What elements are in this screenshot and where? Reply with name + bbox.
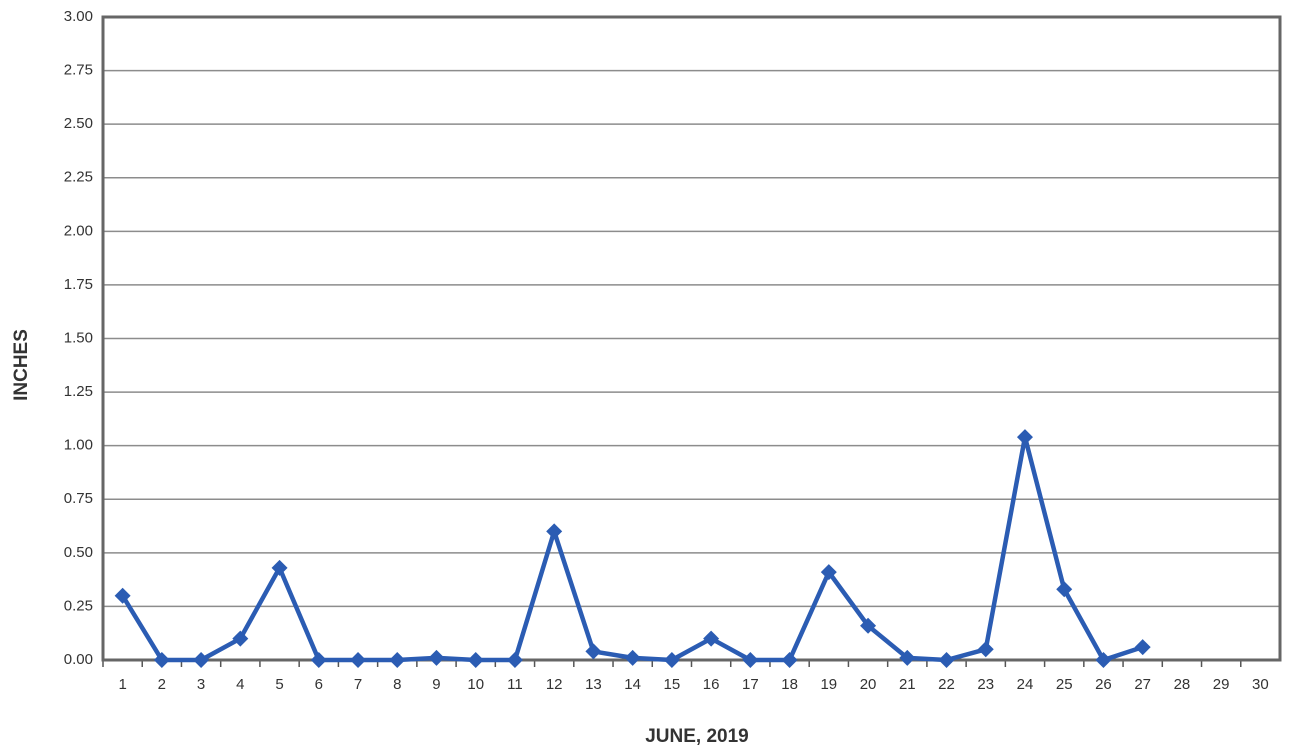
x-tick-label: 25 xyxy=(1056,676,1073,693)
x-tick-label: 23 xyxy=(977,676,994,693)
data-point xyxy=(742,652,759,668)
data-point xyxy=(899,649,916,666)
x-tick-label: 10 xyxy=(467,676,484,693)
x-tick-label: 18 xyxy=(781,676,798,693)
x-tick-label: 3 xyxy=(197,676,205,693)
data-line xyxy=(120,434,1144,663)
x-tick-label: 26 xyxy=(1095,676,1112,693)
data-point xyxy=(860,617,877,634)
data-point xyxy=(938,652,955,668)
data-point xyxy=(114,587,131,604)
x-tick-label: 13 xyxy=(585,676,602,693)
x-tick-label: 19 xyxy=(820,676,837,693)
y-tick-label: 0.75 xyxy=(64,490,93,507)
data-point xyxy=(663,652,680,668)
data-point xyxy=(350,652,367,668)
data-point xyxy=(193,652,210,668)
data-point xyxy=(1134,639,1151,656)
x-tick-label: 1 xyxy=(118,676,126,693)
x-tick-label: 14 xyxy=(624,676,641,693)
x-tick-label: 29 xyxy=(1213,676,1230,693)
data-point xyxy=(546,523,563,540)
y-axis-title: INCHES xyxy=(11,329,32,401)
x-tick-label: 7 xyxy=(354,676,362,693)
data-point xyxy=(585,643,602,660)
y-tick-label: 0.25 xyxy=(64,597,93,614)
plot-border xyxy=(101,15,1282,662)
data-point xyxy=(153,652,170,668)
data-point xyxy=(1095,652,1112,668)
y-tick-label: 1.25 xyxy=(64,383,93,400)
data-point xyxy=(977,641,994,658)
x-tick-label: 22 xyxy=(938,676,955,693)
x-tick-label: 6 xyxy=(315,676,323,693)
data-point xyxy=(506,652,523,668)
data-point xyxy=(624,649,641,666)
y-tick-label: 0.00 xyxy=(64,651,93,668)
x-tick-label: 9 xyxy=(432,676,440,693)
data-point xyxy=(703,630,720,647)
y-tick-label: 3.00 xyxy=(64,8,93,25)
x-tick-label: 15 xyxy=(664,676,681,693)
data-point xyxy=(781,652,798,668)
x-tick-label: 2 xyxy=(158,676,166,693)
data-point xyxy=(467,652,484,668)
x-tick-label: 8 xyxy=(393,676,401,693)
x-tick-label: 28 xyxy=(1174,676,1191,693)
data-point xyxy=(1016,429,1033,446)
y-tick-label: 2.75 xyxy=(64,62,93,79)
y-tick-label: 1.00 xyxy=(64,437,93,454)
data-point xyxy=(389,652,406,668)
x-tick-label: 4 xyxy=(236,676,244,693)
x-tick-label: 30 xyxy=(1252,676,1269,693)
x-tick-label: 17 xyxy=(742,676,759,693)
y-tick-label: 2.50 xyxy=(64,115,93,132)
y-tick-label: 1.75 xyxy=(64,276,93,293)
y-tick-label: 2.00 xyxy=(64,222,93,239)
x-tick-label: 27 xyxy=(1134,676,1151,693)
x-tick-label: 20 xyxy=(860,676,877,693)
data-point xyxy=(310,652,327,668)
x-tick-label: 11 xyxy=(507,676,523,693)
data-point xyxy=(232,630,249,647)
data-point xyxy=(1056,581,1073,598)
x-tick-label: 12 xyxy=(546,676,563,693)
y-tick-label: 1.50 xyxy=(64,329,93,346)
data-point xyxy=(428,649,445,666)
x-tick-label: 21 xyxy=(899,676,916,693)
x-tick-label: 16 xyxy=(703,676,720,693)
y-tick-label: 2.25 xyxy=(64,169,93,186)
y-tick-label: 0.50 xyxy=(64,544,93,561)
x-axis-title: JUNE, 2019 xyxy=(645,726,749,747)
data-point xyxy=(820,564,837,581)
x-tick-label: 5 xyxy=(275,676,283,693)
x-tick-label: 24 xyxy=(1017,676,1034,693)
data-point xyxy=(271,559,288,576)
